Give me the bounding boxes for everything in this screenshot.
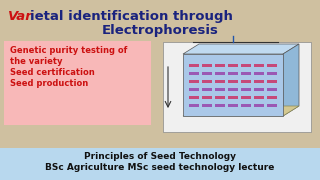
- FancyBboxPatch shape: [254, 104, 264, 107]
- FancyBboxPatch shape: [241, 96, 251, 99]
- FancyBboxPatch shape: [215, 72, 225, 75]
- FancyBboxPatch shape: [189, 88, 199, 91]
- FancyBboxPatch shape: [254, 88, 264, 91]
- FancyBboxPatch shape: [202, 96, 212, 99]
- Text: Electrophoresis: Electrophoresis: [101, 24, 219, 37]
- Text: Seed production: Seed production: [10, 79, 88, 88]
- Polygon shape: [183, 106, 299, 116]
- Text: Genetic purity testing of: Genetic purity testing of: [10, 46, 127, 55]
- FancyBboxPatch shape: [254, 72, 264, 75]
- FancyBboxPatch shape: [267, 104, 277, 107]
- FancyBboxPatch shape: [267, 80, 277, 83]
- FancyBboxPatch shape: [267, 88, 277, 91]
- FancyBboxPatch shape: [189, 96, 199, 99]
- Text: BSc Agriculture MSc seed technology lecture: BSc Agriculture MSc seed technology lect…: [45, 163, 275, 172]
- FancyBboxPatch shape: [254, 64, 264, 67]
- FancyBboxPatch shape: [241, 64, 251, 67]
- Polygon shape: [183, 44, 299, 54]
- FancyBboxPatch shape: [163, 42, 311, 132]
- FancyBboxPatch shape: [267, 72, 277, 75]
- Text: Var: Var: [8, 10, 33, 23]
- Text: Seed certification: Seed certification: [10, 68, 95, 77]
- FancyBboxPatch shape: [228, 88, 238, 91]
- FancyBboxPatch shape: [254, 96, 264, 99]
- FancyBboxPatch shape: [228, 80, 238, 83]
- FancyBboxPatch shape: [4, 41, 151, 125]
- FancyBboxPatch shape: [228, 96, 238, 99]
- FancyBboxPatch shape: [267, 64, 277, 67]
- FancyBboxPatch shape: [228, 104, 238, 107]
- FancyBboxPatch shape: [215, 64, 225, 67]
- FancyBboxPatch shape: [189, 104, 199, 107]
- Text: the variety: the variety: [10, 57, 62, 66]
- FancyBboxPatch shape: [241, 104, 251, 107]
- FancyBboxPatch shape: [0, 148, 320, 180]
- FancyBboxPatch shape: [202, 104, 212, 107]
- FancyBboxPatch shape: [202, 64, 212, 67]
- FancyBboxPatch shape: [189, 64, 199, 67]
- FancyBboxPatch shape: [215, 88, 225, 91]
- FancyBboxPatch shape: [202, 80, 212, 83]
- FancyBboxPatch shape: [254, 80, 264, 83]
- FancyBboxPatch shape: [241, 72, 251, 75]
- Polygon shape: [283, 44, 299, 116]
- FancyBboxPatch shape: [215, 104, 225, 107]
- FancyBboxPatch shape: [202, 72, 212, 75]
- Text: ietal identification through: ietal identification through: [30, 10, 233, 23]
- FancyBboxPatch shape: [241, 88, 251, 91]
- FancyBboxPatch shape: [228, 64, 238, 67]
- FancyBboxPatch shape: [189, 80, 199, 83]
- Text: Principles of Seed Technology: Principles of Seed Technology: [84, 152, 236, 161]
- FancyBboxPatch shape: [183, 54, 283, 116]
- FancyBboxPatch shape: [267, 96, 277, 99]
- FancyBboxPatch shape: [228, 72, 238, 75]
- FancyBboxPatch shape: [202, 88, 212, 91]
- FancyBboxPatch shape: [189, 72, 199, 75]
- FancyBboxPatch shape: [241, 80, 251, 83]
- FancyBboxPatch shape: [215, 80, 225, 83]
- FancyBboxPatch shape: [215, 96, 225, 99]
